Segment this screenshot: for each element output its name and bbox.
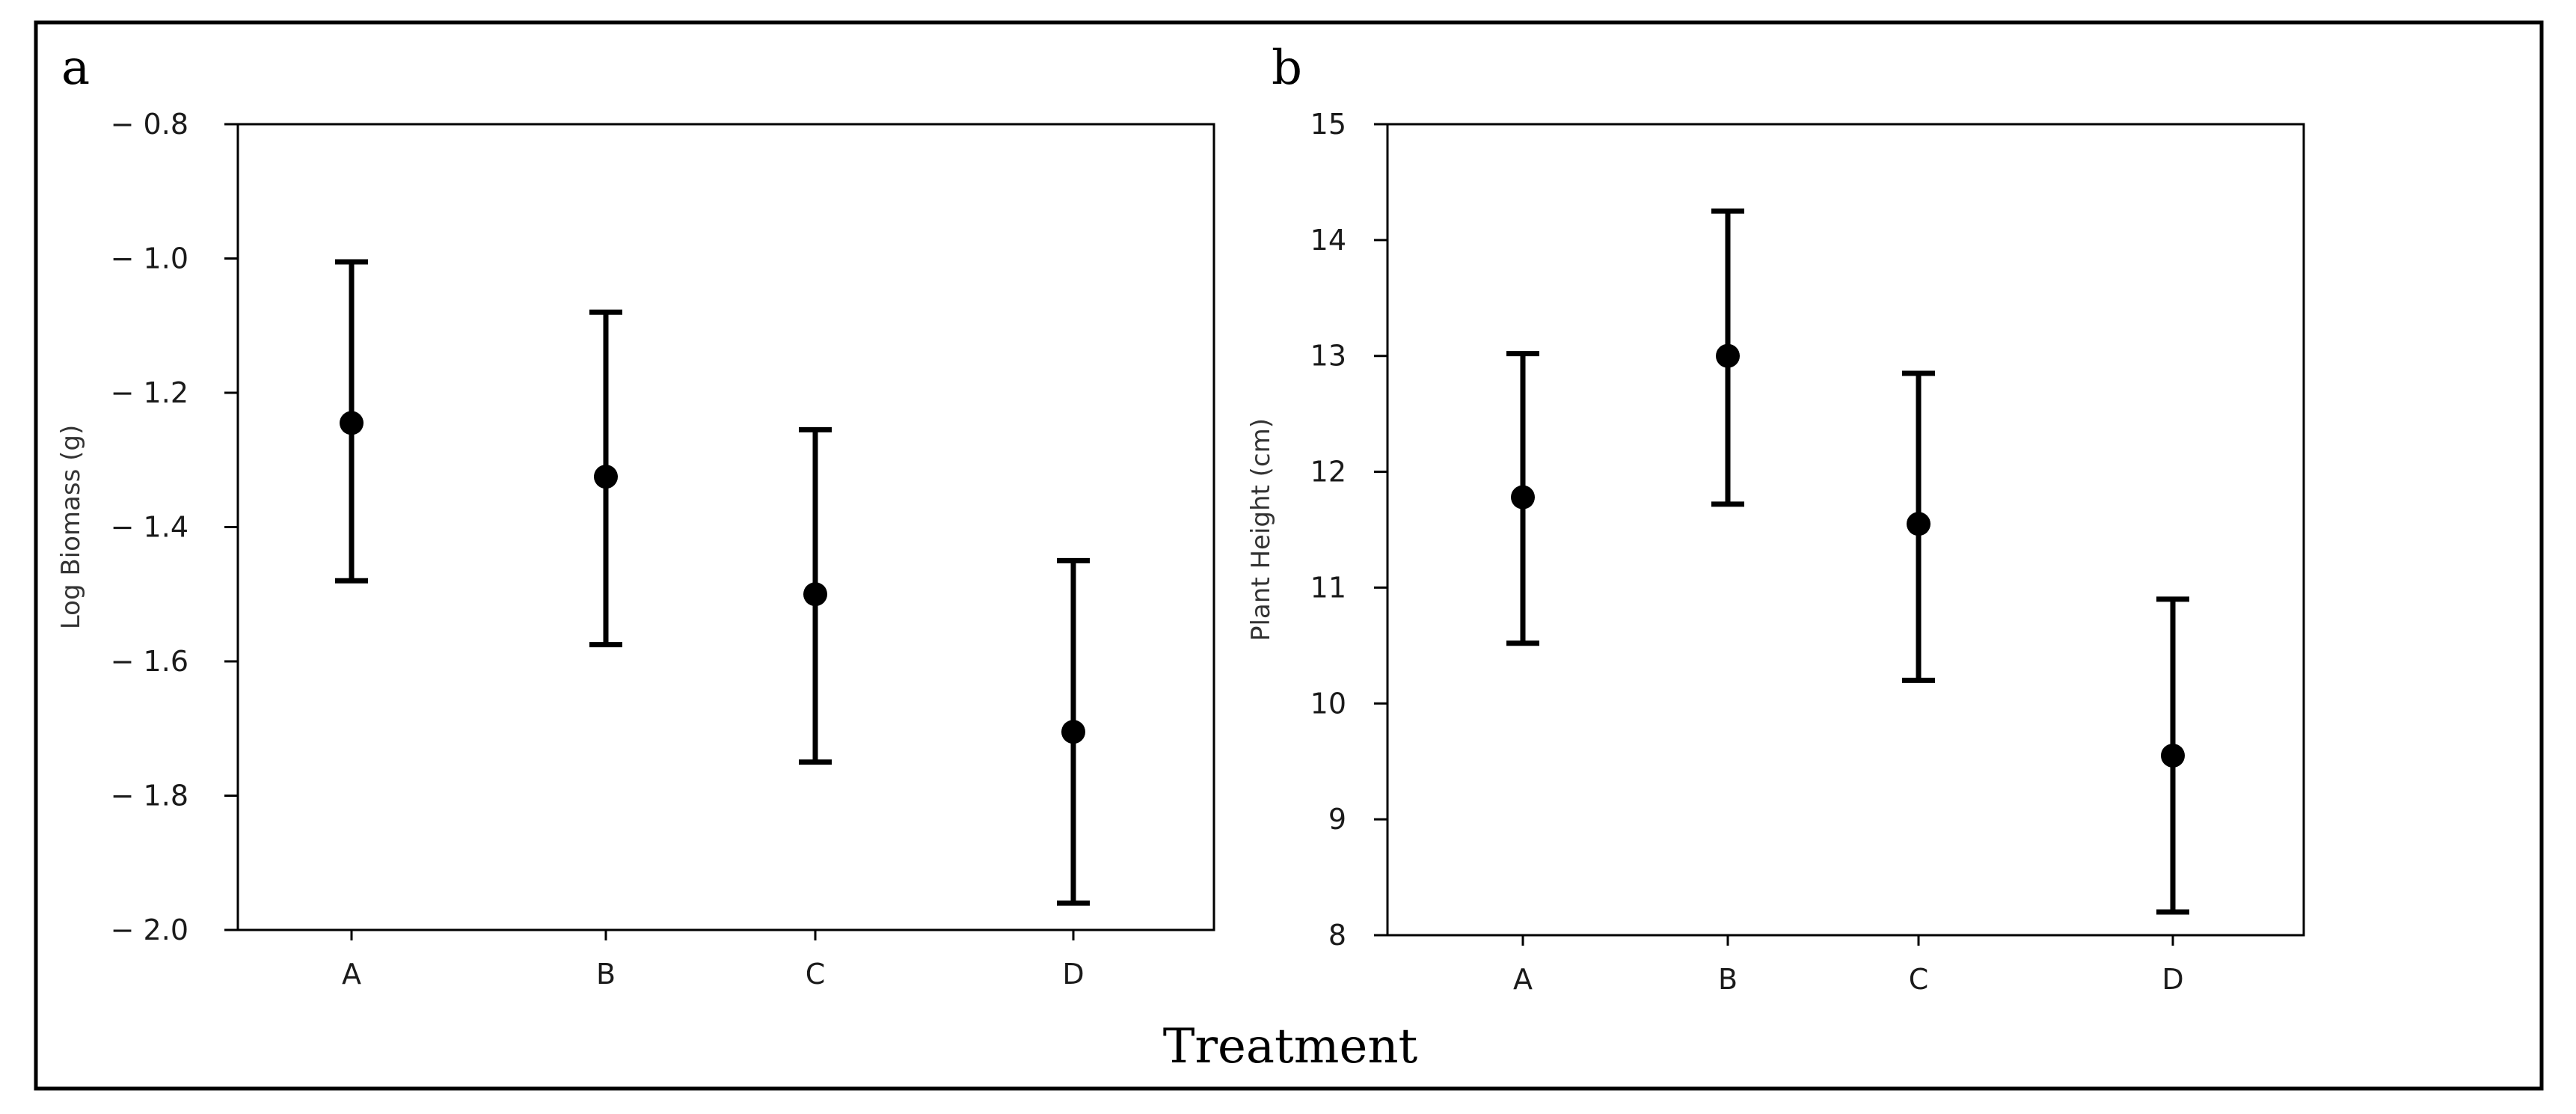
panel-a-ytick-label: − 2.0 [111, 913, 188, 946]
panel-b-point-D [2161, 743, 2185, 768]
panel-b-point-B [1716, 343, 1740, 368]
panel-a-point-B [594, 465, 618, 489]
panel-a-letter: a [61, 40, 90, 96]
panel-b-xtick-label: A [1513, 963, 1533, 996]
panel-a-xtick-label: B [596, 958, 616, 991]
panel-b-ytick-label: 10 [1310, 687, 1346, 720]
panel-a-ylabel: Log Biomass (g) [56, 425, 86, 629]
panel-b-xtick-label: B [1718, 963, 1738, 996]
panel-a-ytick-label: − 0.8 [111, 108, 188, 141]
panel-a-xtick-label: D [1062, 958, 1084, 991]
panel-b-plot-frame [1386, 123, 2305, 937]
panel-a-point-A [340, 411, 364, 435]
figure-frame [34, 20, 2544, 1091]
panel-b-ytick-label: 13 [1310, 340, 1346, 373]
panel-b-point-A [1511, 485, 1535, 509]
panel-a-ytick-label: − 1.8 [111, 780, 188, 812]
panel-b-ytick-label: 8 [1328, 919, 1346, 952]
panel-b-ytick-label: 9 [1328, 803, 1346, 836]
panel-b-ylabel: Plant Height (cm) [1246, 418, 1276, 641]
panel-b-ytick-label: 15 [1310, 108, 1346, 141]
panel-b-point-C [1907, 512, 1931, 536]
panel-b-letter: b [1272, 40, 1302, 96]
panel-a-point-C [803, 582, 827, 607]
shared-xlabel: Treatment [1163, 1019, 1418, 1074]
panel-a-ytick-label: − 1.2 [111, 376, 188, 409]
panel-a-xtick-label: A [342, 958, 361, 991]
panel-a-ytick-label: − 1.0 [111, 242, 188, 275]
panel-a-xtick-label: C [806, 958, 826, 991]
panel-a-ytick-label: − 1.6 [111, 645, 188, 678]
panel-a-ytick-label: − 1.4 [111, 511, 188, 544]
panel-a-point-D [1061, 720, 1085, 744]
panel-b-ytick-label: 14 [1310, 224, 1346, 257]
panel-b-xtick-label: D [2162, 963, 2183, 996]
panel-b-ytick-label: 11 [1310, 571, 1346, 604]
panel-a-plot-frame [236, 123, 1215, 931]
panel-b-ytick-label: 12 [1310, 456, 1346, 489]
panel-b-chart: 8 9 10 11 12 13 14 15 A B C D Plant Height (cm) [1246, 108, 2305, 996]
panel-b-xtick-label: C [1909, 963, 1929, 996]
panel-a-chart: − 0.8 − 1.0 − 1.2 − 1.4 − 1.6 − 1.8 − 2.0 A B C D L… [56, 108, 1215, 991]
